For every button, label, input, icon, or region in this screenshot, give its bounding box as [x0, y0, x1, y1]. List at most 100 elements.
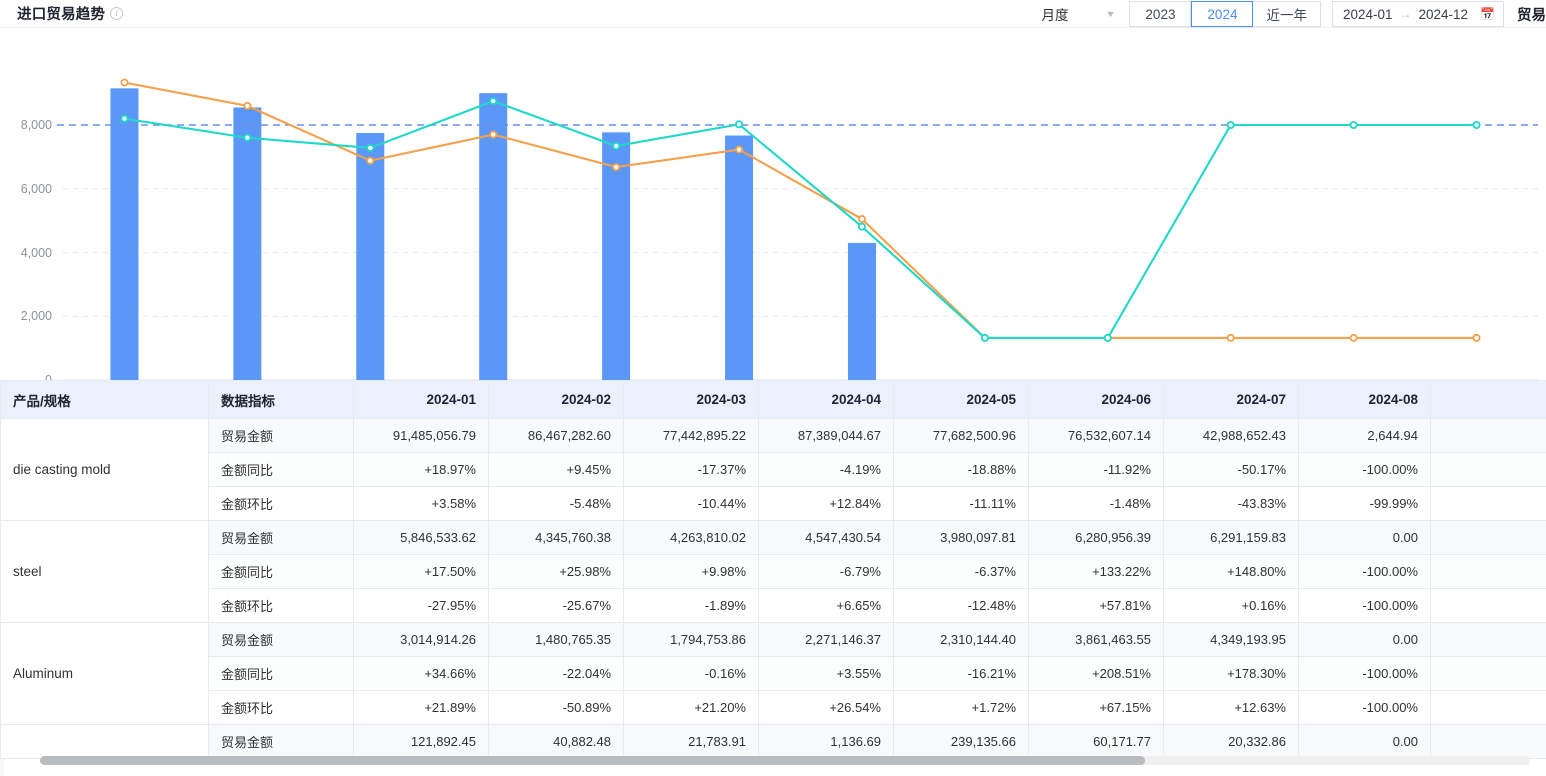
table-value-cell: 77,682,500.96	[893, 418, 1029, 453]
table-value-cell: 77,442,895.22	[623, 418, 759, 453]
table-value-cell	[1430, 656, 1546, 691]
table-value-cell: 40,882.48	[488, 724, 624, 759]
table-value-cell: +17.50%	[353, 554, 489, 589]
table-value-cell: +12.84%	[758, 486, 894, 521]
table-row[interactable]: die casting mold 贸易金额 91,485,056.79 86,467,…	[0, 418, 1546, 521]
table-value-cell: +1.72%	[893, 690, 1029, 725]
table-value-cell: +57.81%	[1028, 588, 1164, 623]
date-range-end[interactable]: 2024-12	[1418, 6, 1469, 22]
date-range-arrow-icon: →	[1399, 7, 1412, 21]
table-value-cell: -6.79%	[758, 554, 894, 589]
table-value-cell: 3,861,463.55	[1028, 622, 1164, 657]
date-range-start[interactable]: 2024-01	[1342, 6, 1393, 22]
table-value-cell: 60,171.77	[1028, 724, 1164, 759]
table-value-cell: -100.00%	[1298, 690, 1431, 725]
metric-label-cell: 贸易金额	[208, 418, 354, 453]
table-value-cell: -5.48%	[488, 486, 624, 521]
table-value-cell: -43.83%	[1163, 486, 1299, 521]
table-value-cell: 6,280,956.39	[1028, 520, 1164, 555]
table-header-cell[interactable]: 2024-01	[353, 380, 489, 419]
info-icon[interactable]: i	[110, 7, 124, 20]
table-header-cell[interactable]: 2024-04	[758, 380, 894, 419]
table-row[interactable]: 贸易金额 121,892.45 40,882.48 21,783.91 1,136.69…	[0, 724, 1546, 759]
table-value-cell: 20,332.86	[1163, 724, 1299, 759]
product-name-cell: steel	[0, 520, 209, 623]
table-row[interactable]: 金额环比 +3.58% -5.48% -10.44% +12.84% -11.11% -1.…	[1, 486, 1546, 521]
date-range-picker[interactable]: 2024-01 → 2024-12 📅	[1331, 1, 1504, 27]
table-value-cell: -99.99%	[1298, 486, 1431, 521]
table-value-cell: 4,349,193.95	[1163, 622, 1299, 657]
calendar-icon[interactable]: 📅	[1480, 7, 1495, 21]
metric-label-cell: 金额同比	[208, 452, 354, 487]
data-table: 产品/规格 数据指标 2024-01 2024-02 2024-03 2024-04 202…	[0, 380, 1546, 759]
horizontal-scrollbar[interactable]	[40, 756, 1530, 765]
table-header-cell[interactable]: 2024-06	[1028, 380, 1164, 419]
metric-label-cell: 贸易金额	[208, 622, 354, 657]
year-button-2024[interactable]: 2024	[1191, 1, 1254, 27]
table-value-cell: 6,291,159.83	[1163, 520, 1299, 555]
table-value-cell: -1.89%	[623, 588, 759, 623]
table-header-cell[interactable]: 2024-07	[1163, 380, 1299, 419]
chart-lines	[120, 78, 1481, 342]
table-header-cell[interactable]: 2024-08	[1298, 380, 1431, 419]
table-value-cell	[1430, 588, 1546, 623]
table-value-cell: 21,783.91	[623, 724, 759, 759]
table-row[interactable]: 金额环比 +21.89% -50.89% +21.20% +26.54% +1.72% +6…	[1, 690, 1546, 725]
table-value-cell: +208.51%	[1028, 656, 1164, 691]
data-table-container[interactable]: 产品/规格 数据指标 2024-01 2024-02 2024-03 2024-04 202…	[0, 380, 1546, 768]
chart-gridlines	[63, 188, 1538, 380]
table-value-cell: 4,263,810.02	[623, 520, 759, 555]
table-value-cell: +148.80%	[1163, 554, 1299, 589]
table-header-cell[interactable]: 2024-05	[893, 380, 1029, 419]
table-value-cell: -11.11%	[893, 486, 1029, 521]
table-value-cell: -100.00%	[1298, 452, 1431, 487]
table-value-cell: -22.04%	[488, 656, 624, 691]
table-value-cell: 0.00	[1298, 724, 1431, 759]
table-value-cell: 4,547,430.54	[758, 520, 894, 555]
table-value-cell: 0.00	[1298, 520, 1431, 555]
table-value-cell: -0.16%	[623, 656, 759, 691]
table-value-cell: 0.00	[1298, 622, 1431, 657]
table-value-cell: +21.89%	[353, 690, 489, 725]
table-value-cell: 91,485,056.79	[353, 418, 489, 453]
table-value-cell: -4.19%	[758, 452, 894, 487]
table-header-cell[interactable]: 产品/规格	[0, 380, 209, 419]
table-header-cell[interactable]: 数据指标	[208, 380, 354, 419]
chevron-down-icon: ▾	[1107, 8, 1115, 20]
table-value-cell: +9.98%	[623, 554, 759, 589]
table-row[interactable]: Aluminum 贸易金额 3,014,914.26 1,480,765.35 1,79…	[0, 622, 1546, 725]
table-value-cell: +26.54%	[758, 690, 894, 725]
y-axis-tick: 4,000	[20, 245, 52, 260]
table-value-cell: +21.20%	[623, 690, 759, 725]
year-button-group: 2023 2024 近一年	[1129, 1, 1321, 27]
table-value-cell: -18.88%	[893, 452, 1029, 487]
table-value-cell: 87,389,044.67	[758, 418, 894, 453]
table-row[interactable]: 金额同比 +18.97% +9.45% -17.37% -4.19% -18.88% -11…	[1, 452, 1546, 487]
table-value-cell: 2,644.94	[1298, 418, 1431, 453]
panel-header: 进口贸易趋势 i 月度 ▾ 2023 2024 近一年 2024-01 → 20…	[0, 0, 1546, 28]
year-button-last-year[interactable]: 近一年	[1253, 1, 1321, 27]
table-value-cell	[1430, 418, 1546, 453]
table-row[interactable]: 金额同比 +17.50% +25.98% +9.98% -6.79% -6.37% +133…	[1, 554, 1546, 589]
table-value-cell: +3.58%	[353, 486, 489, 521]
page-title: 进口贸易趋势	[17, 7, 106, 23]
frequency-select-value: 月度	[1041, 8, 1069, 23]
table-row[interactable]: steel 贸易金额 5,846,533.62 4,345,760.38 4,263,8…	[0, 520, 1546, 623]
table-header-cell[interactable]: 2024-02	[488, 380, 624, 419]
table-value-cell: +178.30%	[1163, 656, 1299, 691]
year-button-2023[interactable]: 2023	[1129, 1, 1192, 27]
y-axis-tick: 6,000	[20, 181, 52, 196]
scrollbar-thumb[interactable]	[40, 756, 1145, 765]
table-row[interactable]: 金额环比 -27.95% -25.67% -1.89% +6.65% -12.48% +57…	[1, 588, 1546, 623]
table-row[interactable]: 金额同比 +34.66% -22.04% -0.16% +3.55% -16.21% +20…	[1, 656, 1546, 691]
frequency-select[interactable]: 月度 ▾	[1031, 1, 1122, 27]
table-value-cell: -25.67%	[488, 588, 624, 623]
metric-label-cell: 金额环比	[208, 690, 354, 725]
table-header-cell[interactable]	[1430, 380, 1546, 419]
table-value-cell	[1430, 486, 1546, 521]
table-value-cell: -17.37%	[623, 452, 759, 487]
table-header-cell[interactable]: 2024-03	[623, 380, 759, 419]
table-value-cell: +34.66%	[353, 656, 489, 691]
chart-bars	[110, 88, 876, 380]
